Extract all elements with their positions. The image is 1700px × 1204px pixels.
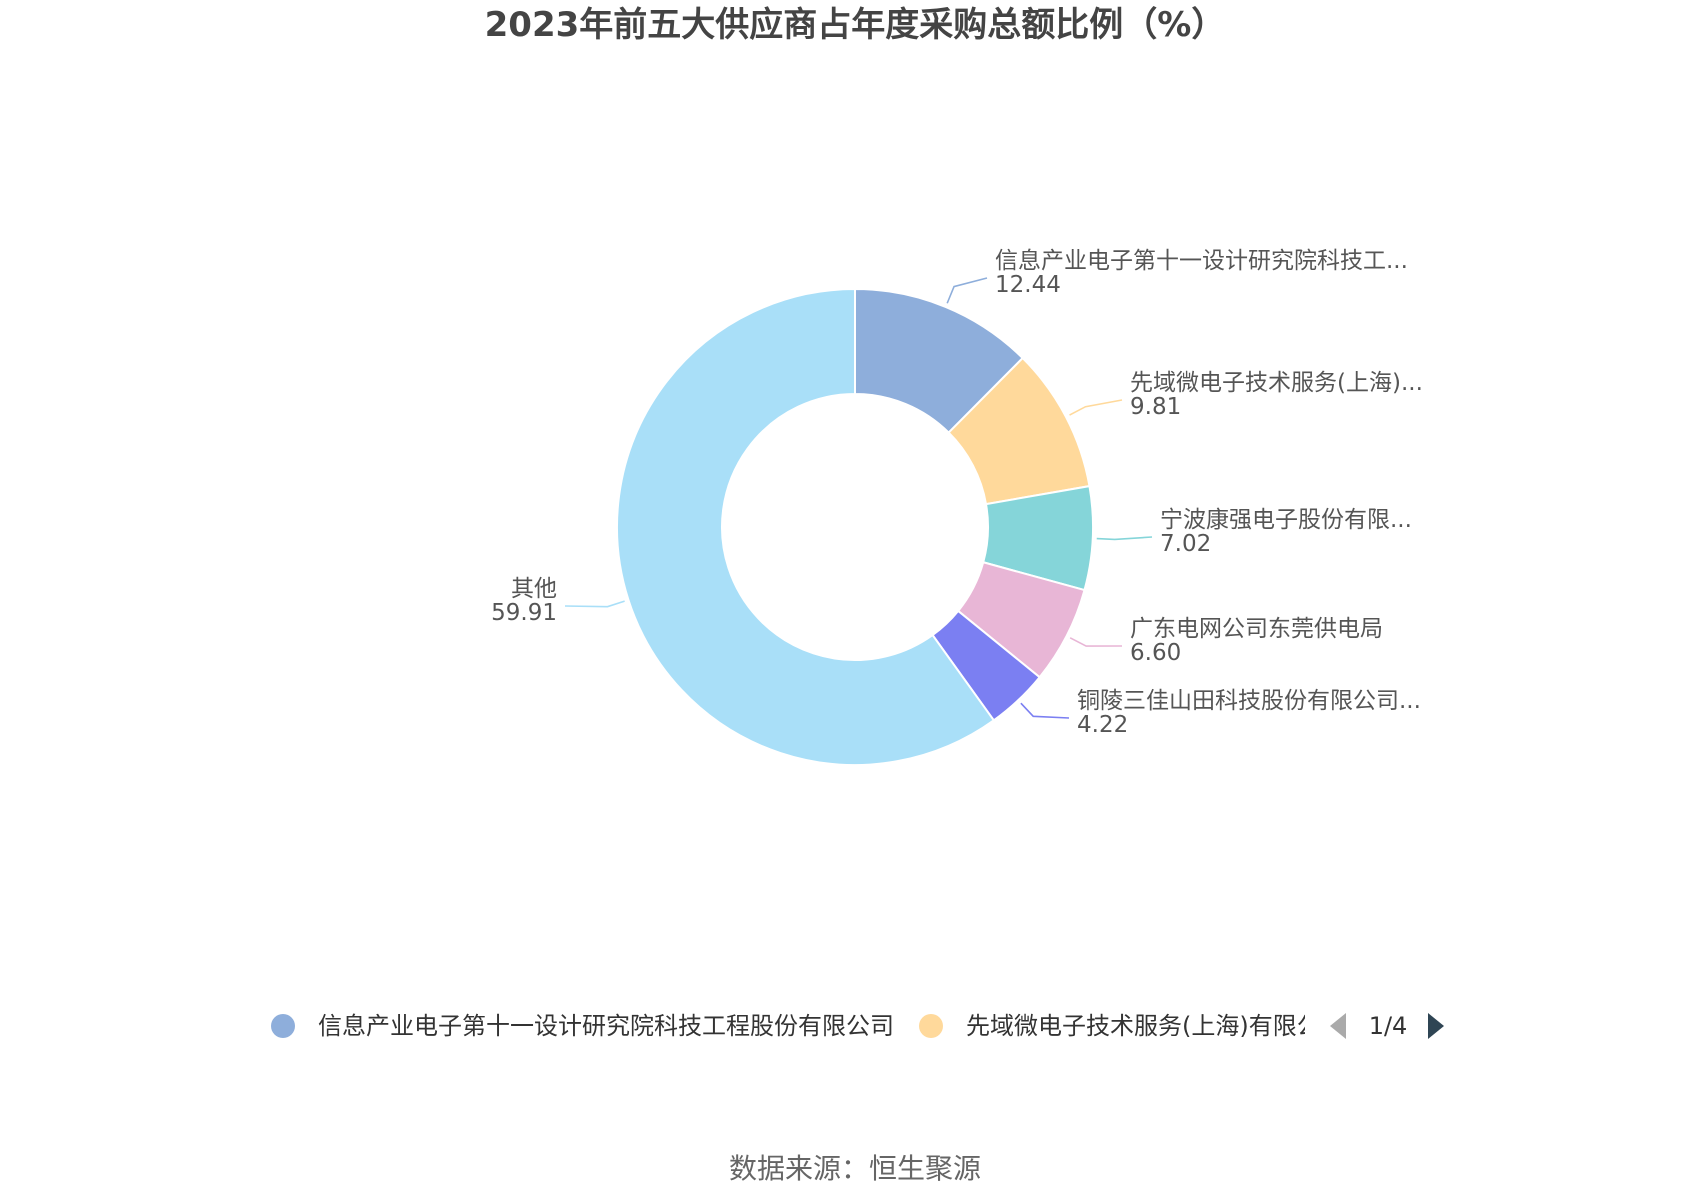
- slice-label-2: 宁波康强电子股份有限...: [1160, 507, 1412, 533]
- slice-value-0: 12.44: [995, 272, 1061, 298]
- triangle-left-icon[interactable]: [1330, 1013, 1346, 1039]
- leader-line-3: [1069, 637, 1123, 647]
- legend-item-1[interactable]: 先域微电子技术服务(上海)有限公: [966, 1012, 1321, 1040]
- leader-line-5: [564, 600, 625, 608]
- leader-line-0: [946, 277, 988, 304]
- leader-line-4: [1020, 702, 1070, 719]
- leader-line-2: [1096, 536, 1153, 541]
- legend-fade-mask: [1305, 1005, 1325, 1045]
- legend-item-0[interactable]: 信息产业电子第十一设计研究院科技工程股份有限公司: [318, 1012, 894, 1040]
- legend-swatch-1[interactable]: [919, 1014, 943, 1038]
- slice-value-1: 9.81: [1130, 394, 1181, 420]
- slice-label-3: 广东电网公司东莞供电局: [1130, 616, 1383, 642]
- slice-value-5: 59.91: [491, 600, 557, 626]
- slice-label-5: 其他: [511, 576, 557, 602]
- data-source: 数据来源：恒生聚源: [729, 1152, 981, 1185]
- slice-value-4: 4.22: [1077, 712, 1128, 738]
- triangle-right-icon[interactable]: [1428, 1013, 1444, 1039]
- slices-layer: [616, 287, 1094, 766]
- slice-labels: 信息产业电子第十一设计研究院科技工...12.44 先域微电子技术服务(上海)..…: [491, 248, 1423, 738]
- slice-label-1: 先域微电子技术服务(上海)...: [1130, 370, 1423, 396]
- legend: 信息产业电子第十一设计研究院科技工程股份有限公司 先域微电子技术服务(上海)有限…: [271, 1005, 1444, 1045]
- leader-line-1: [1069, 399, 1123, 416]
- legend-swatch-0[interactable]: [271, 1014, 295, 1038]
- legend-page-indicator: 1/4: [1369, 1012, 1408, 1040]
- leader-lines: [564, 277, 1153, 719]
- slice-value-2: 7.02: [1160, 531, 1211, 557]
- slice-value-3: 6.60: [1130, 640, 1181, 666]
- slice-label-4: 铜陵三佳山田科技股份有限公司...: [1077, 688, 1421, 714]
- chart-title: 2023年前五大供应商占年度采购总额比例（%）: [485, 5, 1226, 45]
- pie-slice-5[interactable]: [616, 287, 996, 766]
- slice-label-0: 信息产业电子第十一设计研究院科技工...: [995, 248, 1408, 274]
